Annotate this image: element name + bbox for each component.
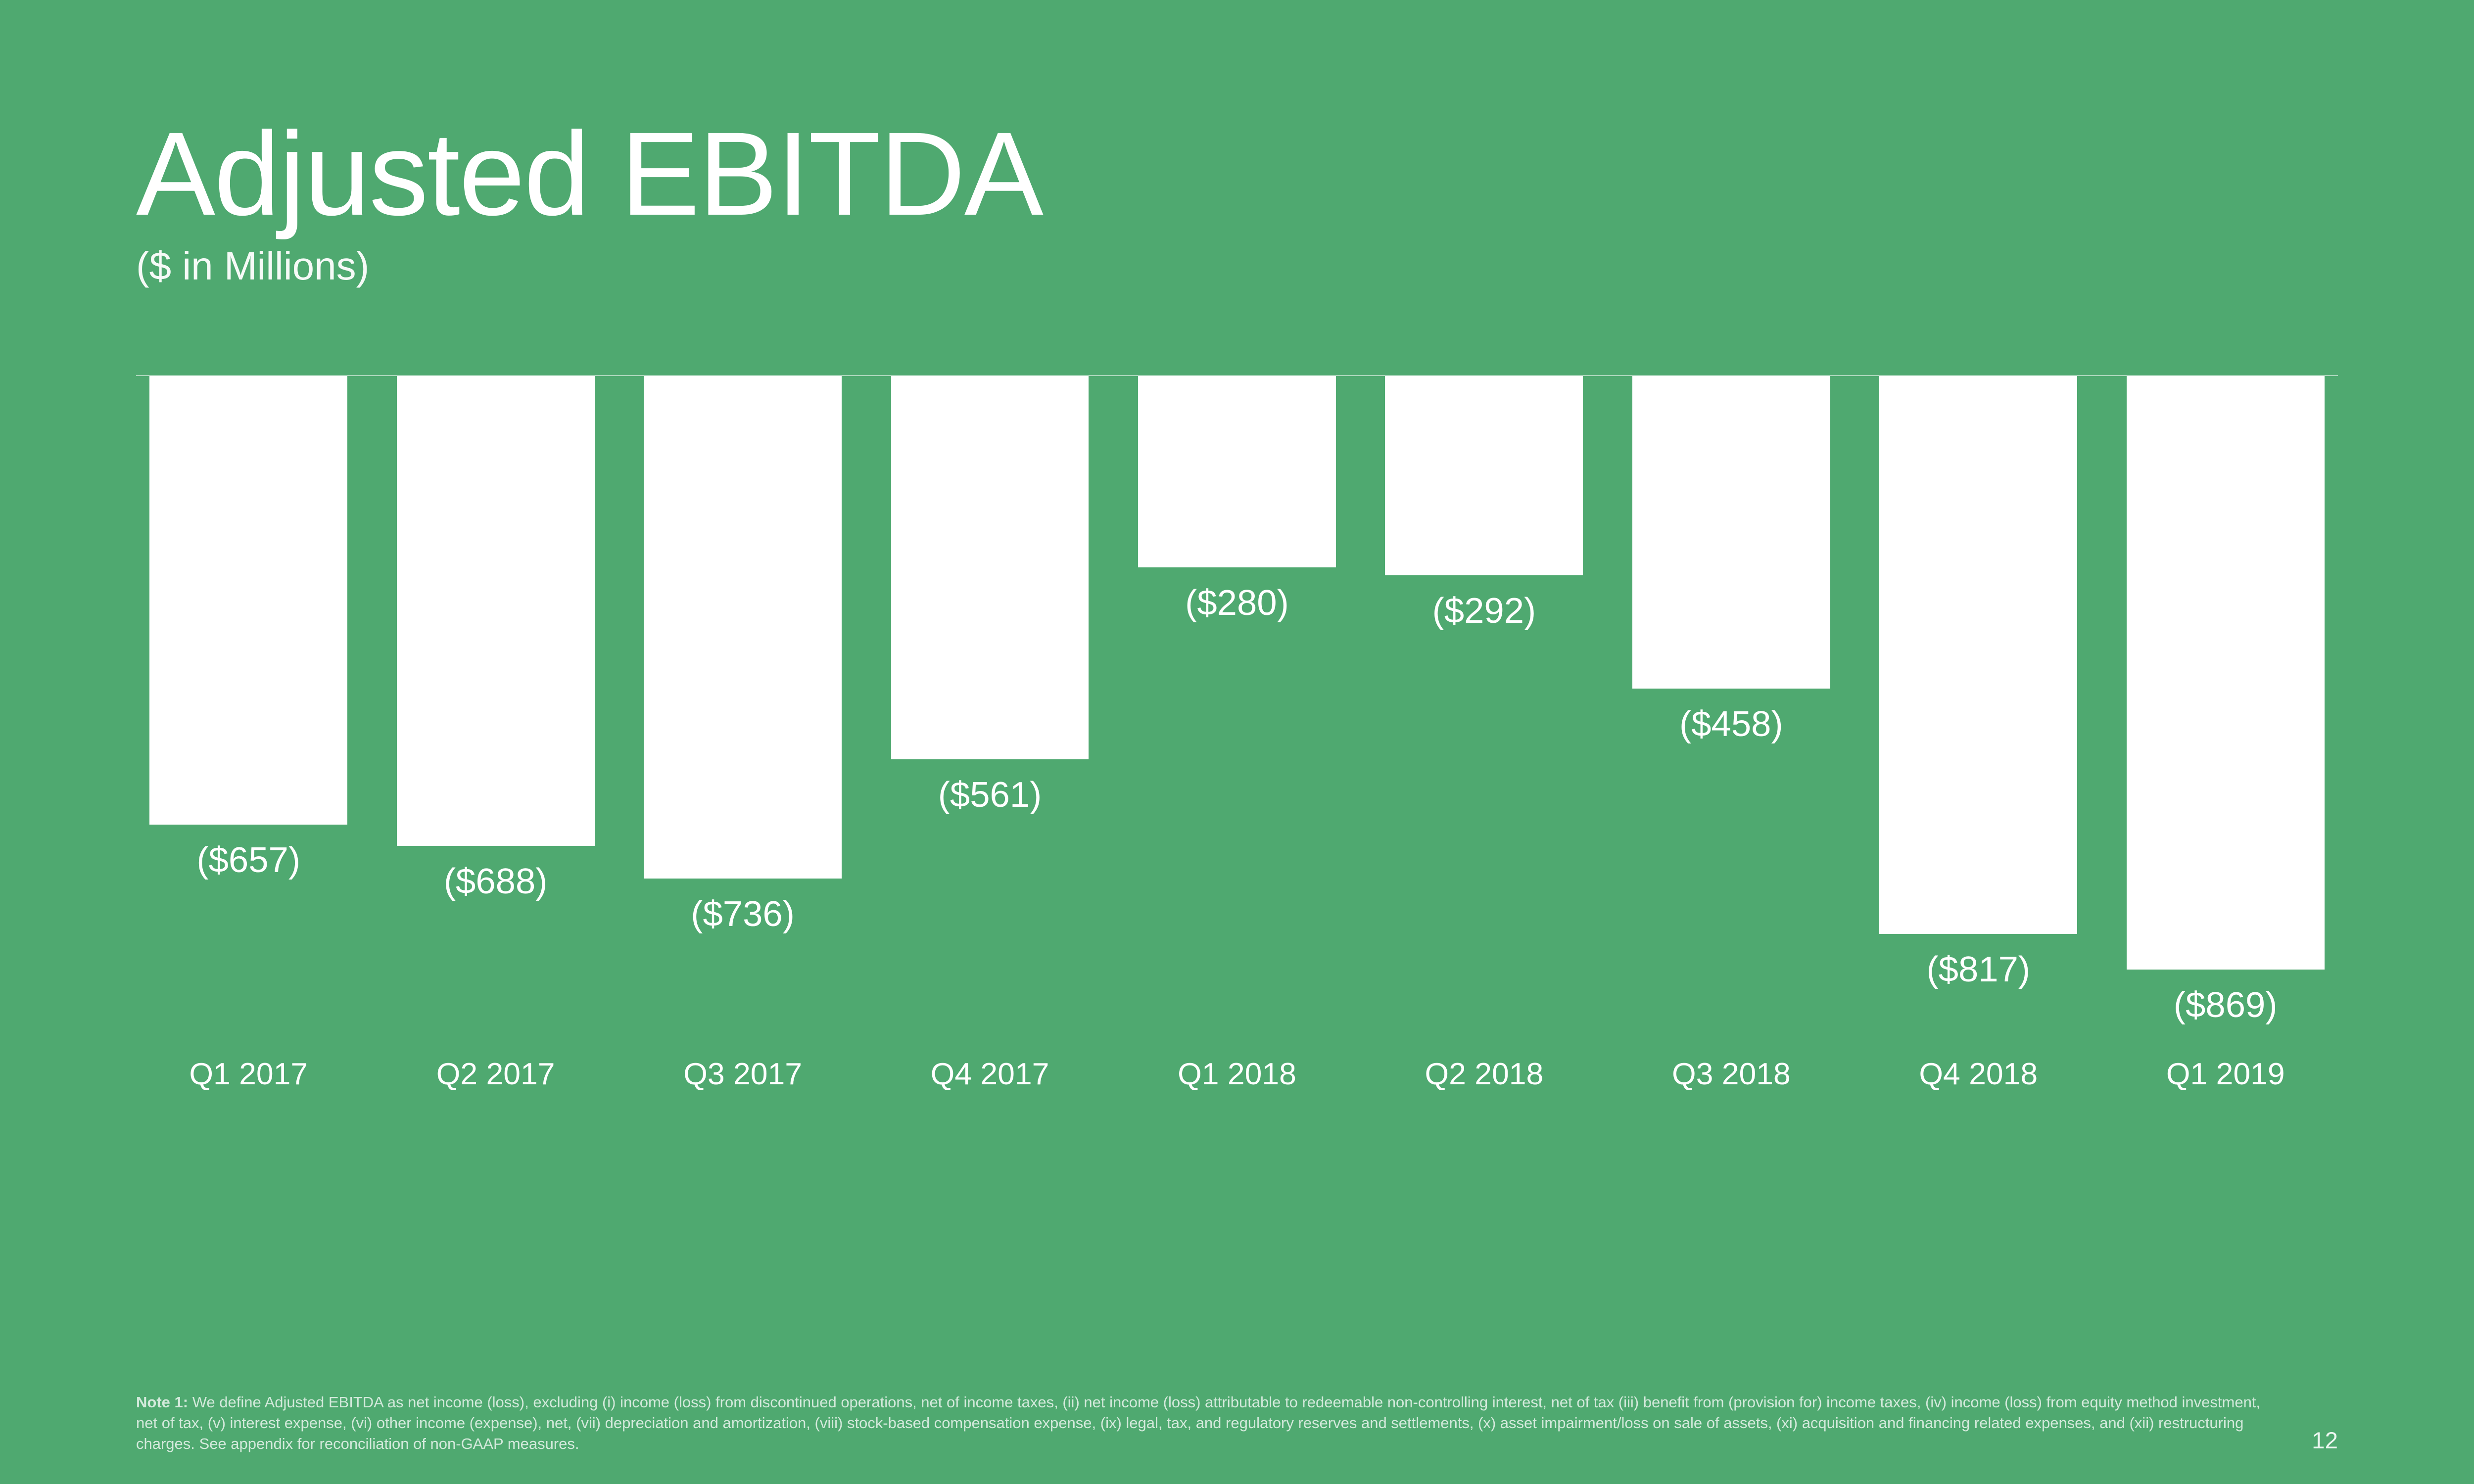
value-label: ($292)	[1432, 590, 1536, 631]
value-label: ($561)	[938, 774, 1042, 815]
category-label: Q2 2018	[1372, 1056, 1596, 1092]
bar	[1385, 376, 1583, 575]
bar	[891, 376, 1089, 759]
category-label: Q1 2017	[136, 1056, 361, 1092]
category-row: Q1 2017 Q2 2017 Q3 2017 Q4 2017 Q1 2018 Q2 20…	[136, 1056, 2338, 1092]
bar	[2127, 376, 2325, 970]
bar	[149, 376, 347, 825]
category-label: Q4 2017	[877, 1056, 1102, 1092]
bar-column: ($736)	[630, 376, 855, 934]
bars-row: ($657) ($688) ($736) ($561) ($280) ($292) ($45…	[136, 376, 2338, 970]
category-label: Q3 2017	[630, 1056, 855, 1092]
page-number: 12	[2312, 1427, 2338, 1454]
value-label: ($657)	[196, 839, 300, 881]
bar	[1138, 376, 1336, 567]
bar-column: ($280)	[1125, 376, 1349, 623]
footnote: Note 1: We define Adjusted EBITDA as net…	[136, 1392, 2262, 1454]
category-label: Q1 2018	[1125, 1056, 1349, 1092]
bar	[397, 376, 595, 846]
category-label: Q3 2018	[1619, 1056, 1844, 1092]
value-label: ($817)	[1926, 949, 2030, 990]
bar-column: ($657)	[136, 376, 361, 881]
bar	[644, 376, 842, 879]
bar-column: ($869)	[2113, 376, 2338, 1025]
category-label: Q2 2017	[383, 1056, 608, 1092]
footnote-text: We define Adjusted EBITDA as net income …	[136, 1393, 2260, 1452]
value-label: ($458)	[1679, 703, 1783, 744]
footer: Note 1: We define Adjusted EBITDA as net…	[136, 1392, 2338, 1454]
chart-subtitle: ($ in Millions)	[136, 243, 2338, 289]
bar-column: ($458)	[1619, 376, 1844, 744]
bar-column: ($292)	[1372, 376, 1596, 631]
bar-column: ($688)	[383, 376, 608, 902]
value-label: ($280)	[1185, 582, 1289, 623]
bar	[1879, 376, 2077, 934]
chart-area: ($657) ($688) ($736) ($561) ($280) ($292) ($45…	[136, 375, 2338, 1435]
chart-title: Adjusted EBITDA	[136, 111, 2338, 236]
value-label: ($736)	[691, 893, 795, 934]
value-label: ($688)	[444, 861, 548, 902]
bar-column: ($561)	[877, 376, 1102, 815]
category-label: Q1 2019	[2113, 1056, 2338, 1092]
value-label: ($869)	[2174, 984, 2278, 1025]
bar-column: ($817)	[1866, 376, 2091, 990]
slide: Adjusted EBITDA ($ in Millions) ($657)($…	[0, 0, 2474, 1484]
category-label: Q4 2018	[1866, 1056, 2091, 1092]
footnote-label: Note 1:	[136, 1393, 188, 1411]
bar	[1632, 376, 1830, 689]
